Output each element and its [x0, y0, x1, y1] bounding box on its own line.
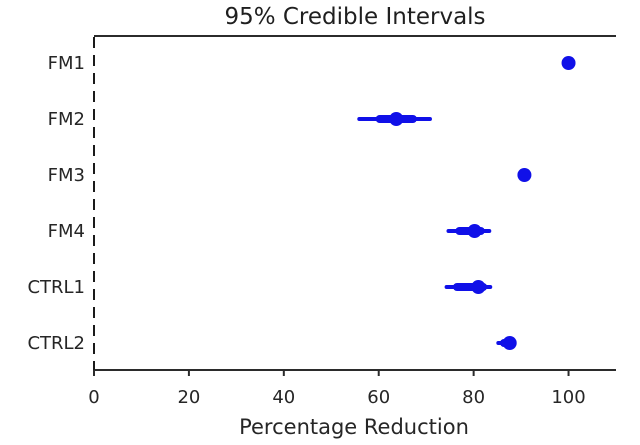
x-axis-ticks: 0 20 40 60 80 100 [88, 370, 586, 408]
x-tick-label: 80 [462, 387, 485, 408]
mean-data-point [502, 336, 517, 350]
y-axis-labels: FM1 FM2 FM3 FM4 CTRL1 CTRL2 [27, 53, 85, 354]
mean-data-point [471, 280, 486, 294]
y-category-label: FM4 [48, 221, 85, 242]
y-category-label: FM1 [48, 53, 85, 74]
x-tick-label: 100 [551, 387, 585, 408]
x-tick-label: 60 [367, 387, 390, 408]
x-axis-label: Percentage Reduction [239, 415, 469, 439]
y-category-label: FM2 [48, 109, 85, 130]
x-tick-label: 20 [177, 387, 200, 408]
mean-data-point [389, 112, 404, 126]
mean-data-point [467, 224, 482, 238]
y-category-label: FM3 [48, 165, 85, 186]
chart-title: 95% Credible Intervals [224, 4, 485, 30]
x-tick-label: 0 [88, 387, 99, 408]
x-tick-label: 40 [272, 387, 295, 408]
y-category-label: CTRL2 [27, 333, 85, 354]
mean-data-point [561, 56, 576, 70]
y-category-label: CTRL1 [27, 277, 85, 298]
data-series [357, 56, 576, 350]
mean-data-point [517, 168, 532, 182]
